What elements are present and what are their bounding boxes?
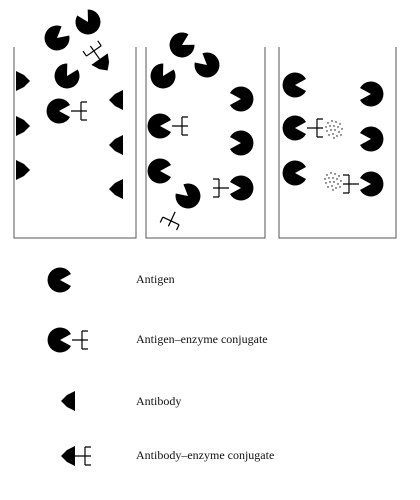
antigen bbox=[71, 6, 106, 40]
antigen-enzyme-conjugate bbox=[212, 175, 254, 201]
antibody-enzyme-conjugate bbox=[82, 40, 116, 77]
antigen bbox=[282, 160, 306, 186]
antigen bbox=[230, 130, 254, 156]
inactive-enzyme-dots bbox=[325, 120, 343, 139]
legend-antigen-enzyme-label: Antigen–enzyme conjugate bbox=[136, 332, 268, 346]
well-3 bbox=[278, 47, 397, 239]
antigen bbox=[282, 72, 306, 98]
antibody-enzyme-conjugate bbox=[159, 207, 184, 231]
inactive-enzyme-dots bbox=[324, 172, 342, 191]
legend-antigen-label: Antigen bbox=[136, 272, 175, 286]
legend-antibody-enzyme-label: Antibody–enzyme conjugate bbox=[136, 448, 275, 462]
antibody bbox=[109, 135, 123, 155]
legend-antigen-enzyme-icon bbox=[47, 327, 89, 353]
well-1 bbox=[13, 6, 137, 239]
antigen bbox=[145, 60, 180, 94]
antigen bbox=[360, 81, 384, 107]
antibody bbox=[109, 179, 123, 199]
antigen bbox=[49, 60, 84, 94]
antigen bbox=[39, 21, 74, 56]
antigen bbox=[190, 48, 225, 83]
legend-antigen-icon bbox=[47, 267, 71, 293]
antibody bbox=[16, 116, 30, 136]
legend-antibody-icon bbox=[61, 391, 75, 411]
antigen-enzyme-conjugate bbox=[282, 115, 324, 141]
legend-antibody-label: Antibody bbox=[136, 394, 182, 408]
antigen-enzyme-conjugate bbox=[342, 171, 384, 197]
well-2-walls bbox=[145, 47, 266, 239]
well-3-walls bbox=[278, 47, 397, 239]
antigen-enzyme-conjugate bbox=[46, 98, 88, 124]
legend-antibody-enzyme-icon bbox=[61, 446, 92, 466]
antigen bbox=[147, 158, 171, 184]
antibody bbox=[16, 160, 30, 180]
antigen bbox=[360, 126, 384, 152]
antigen bbox=[230, 86, 254, 112]
well-2 bbox=[145, 28, 266, 239]
antigen bbox=[164, 28, 198, 63]
antigen-enzyme-conjugate bbox=[147, 113, 189, 139]
antibody bbox=[16, 71, 30, 91]
well-1-walls bbox=[13, 47, 137, 239]
antibody bbox=[109, 90, 123, 110]
antigen bbox=[171, 179, 206, 214]
